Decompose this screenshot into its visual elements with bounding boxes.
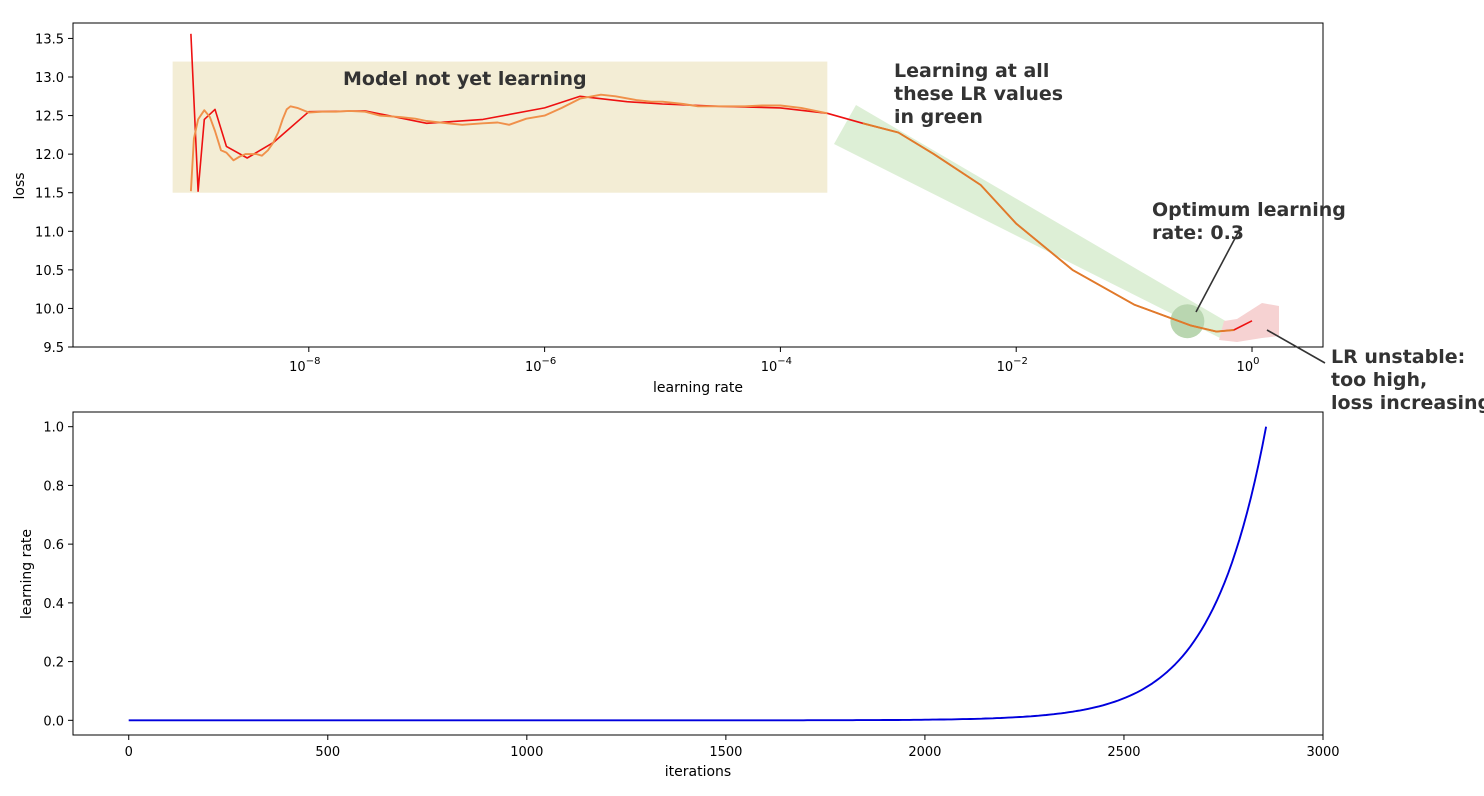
annotation-optimum-line-1: Optimum learning xyxy=(1152,199,1346,221)
lr-y-tick-label: 0.6 xyxy=(43,538,64,553)
loss-y-tick-label: 10.0 xyxy=(35,302,64,317)
loss-y-tick-label: 11.0 xyxy=(35,225,64,240)
lr-plot-frame xyxy=(72,411,1324,736)
annotation-not-learning: Model not yet learning xyxy=(343,68,587,90)
loss-y-tick-label: 12.0 xyxy=(35,148,64,163)
loss-y-tick-label: 11.5 xyxy=(35,187,64,202)
annotation-unstable-line-2: too high, xyxy=(1331,369,1427,391)
lr-y-tick-label: 0.4 xyxy=(43,597,64,612)
loss-y-tick-label: 13.0 xyxy=(35,71,64,86)
lr-x-ticks: 0 500 1000 1500 2000 2500 3000 xyxy=(125,735,1340,760)
lr-schedule-lines xyxy=(128,426,1268,722)
lr-x-tick-label: 2000 xyxy=(908,745,941,760)
lr-x-tick-label: 1500 xyxy=(709,745,742,760)
lr-y-tick-label: 0.0 xyxy=(43,714,64,729)
loss-x-tick-label: 10−2 xyxy=(997,356,1028,375)
lr-y-ticks: 0.0 0.2 0.4 0.6 0.8 1.0 xyxy=(43,421,73,729)
loss-x-tick-label: 10−8 xyxy=(289,356,320,375)
loss-x-ticks: 10−8 10−6 10−4 10−2 100 xyxy=(289,347,1259,375)
loss-y-tick-label: 10.5 xyxy=(35,264,64,279)
loss-y-ticks: 9.5 10.0 10.5 11.0 11.5 12.0 12.5 13.0 13.5 xyxy=(35,32,73,356)
loss-x-tick-label: 100 xyxy=(1237,356,1260,375)
learning-region xyxy=(834,105,1229,340)
loss-y-tick-label: 9.5 xyxy=(43,341,64,356)
loss-x-tick-label: 10−6 xyxy=(525,356,556,375)
loss-y-tick-label: 12.5 xyxy=(35,110,64,125)
lr-x-tick-label: 1000 xyxy=(510,745,543,760)
lr-x-tick-label: 0 xyxy=(125,745,133,760)
unstable-arrow xyxy=(1266,329,1326,364)
optimum-marker xyxy=(1170,304,1205,339)
lr-x-tick-label: 500 xyxy=(315,745,340,760)
not-learning-region xyxy=(172,61,828,193)
lr-x-tick-label: 3000 xyxy=(1306,745,1339,760)
annotation-learning-line-2: these LR values xyxy=(894,83,1063,105)
loss-plot-regions xyxy=(172,61,1279,342)
loss-series-smoothed_right xyxy=(862,122,1234,333)
lr-x-tick-label: 2500 xyxy=(1107,745,1140,760)
lr-y-tick-label: 0.2 xyxy=(43,656,64,671)
lr-y-axis-label: learning rate xyxy=(19,529,35,619)
loss-series-smoothed xyxy=(189,93,828,192)
annotation-optimum-line-2: rate: 0.3 xyxy=(1152,222,1244,244)
lr-y-tick-label: 1.0 xyxy=(43,421,64,436)
annotation-unstable-line-1: LR unstable: xyxy=(1331,346,1465,368)
loss-y-axis-label: loss xyxy=(12,172,28,199)
annotation-unstable-line-3: loss increasing xyxy=(1331,392,1484,414)
lr-schedule-plot: 0 500 1000 1500 2000 2500 3000 0.0 0.2 0.4 0.6 0.8… xyxy=(19,411,1340,780)
loss-y-tick-label: 13.5 xyxy=(35,32,64,47)
annotation-learning-line-3: in green xyxy=(894,106,983,128)
optimum-arrow xyxy=(1195,226,1242,313)
loss-x-axis-label: learning rate xyxy=(653,380,743,396)
annotation-learning-line-1: Learning at all xyxy=(894,60,1049,82)
loss-plot: 10−8 10−6 10−4 10−2 100 9.5 10.0 10.5 11.0 11.5 1… xyxy=(12,22,1484,414)
lr-schedule-line xyxy=(128,426,1268,722)
lr-y-tick-label: 0.8 xyxy=(43,479,64,494)
loss-plot-frame xyxy=(72,22,1324,348)
loss-x-tick-label: 10−4 xyxy=(761,356,792,375)
lr-x-axis-label: iterations xyxy=(665,764,731,780)
loss-plot-lines xyxy=(189,33,1253,333)
